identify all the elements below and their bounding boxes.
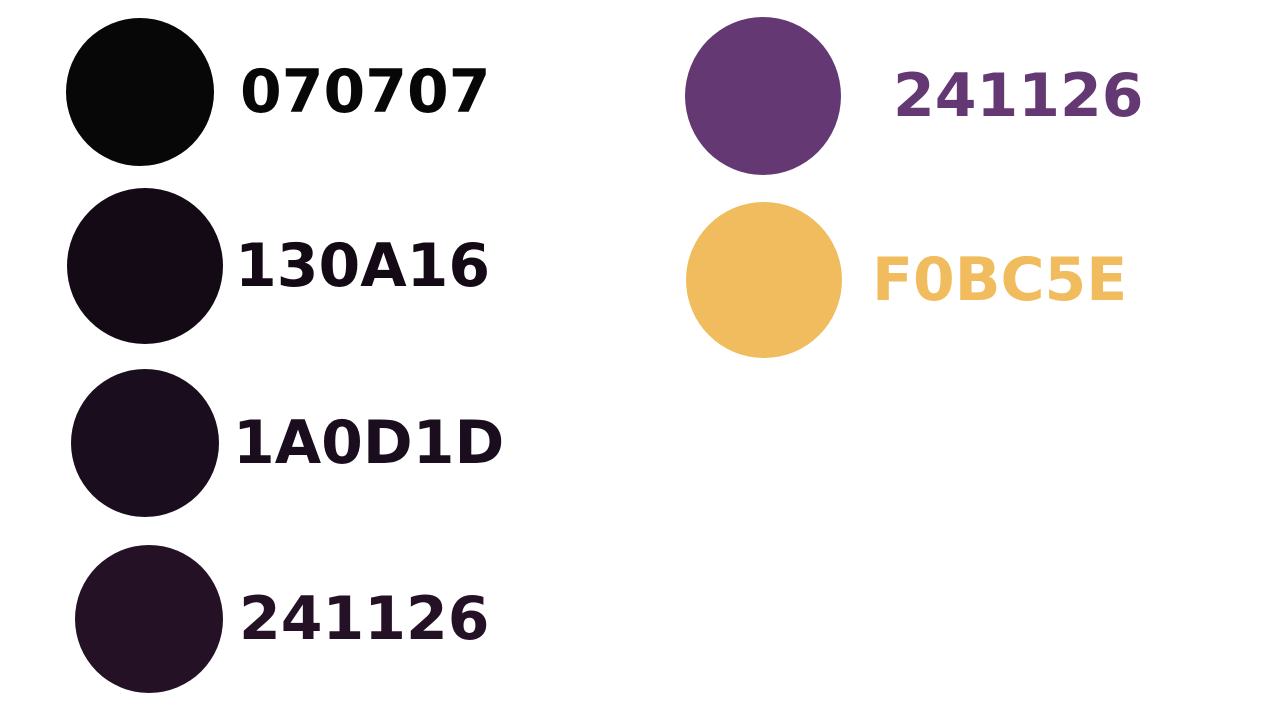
color-circle <box>71 369 219 517</box>
hex-code-label: 241126 <box>239 584 490 654</box>
color-circle <box>67 188 223 344</box>
hex-code-label: F0BC5E <box>872 245 1128 315</box>
swatch-6: F0BC5E <box>686 202 1127 358</box>
hex-code-label: 130A16 <box>235 231 491 301</box>
color-circle <box>686 202 842 358</box>
color-circle <box>685 17 841 175</box>
swatch-5: 241126 <box>685 17 1144 175</box>
swatch-4: 241126 <box>75 545 490 693</box>
hex-code-label: 070707 <box>240 57 491 127</box>
swatch-2: 130A16 <box>67 188 490 344</box>
swatch-3: 1A0D1D <box>71 369 504 517</box>
color-circle <box>75 545 223 693</box>
hex-code-label: 241126 <box>893 61 1144 131</box>
color-circle <box>66 18 214 166</box>
hex-code-label: 1A0D1D <box>233 408 505 478</box>
swatch-1: 070707 <box>66 18 491 166</box>
